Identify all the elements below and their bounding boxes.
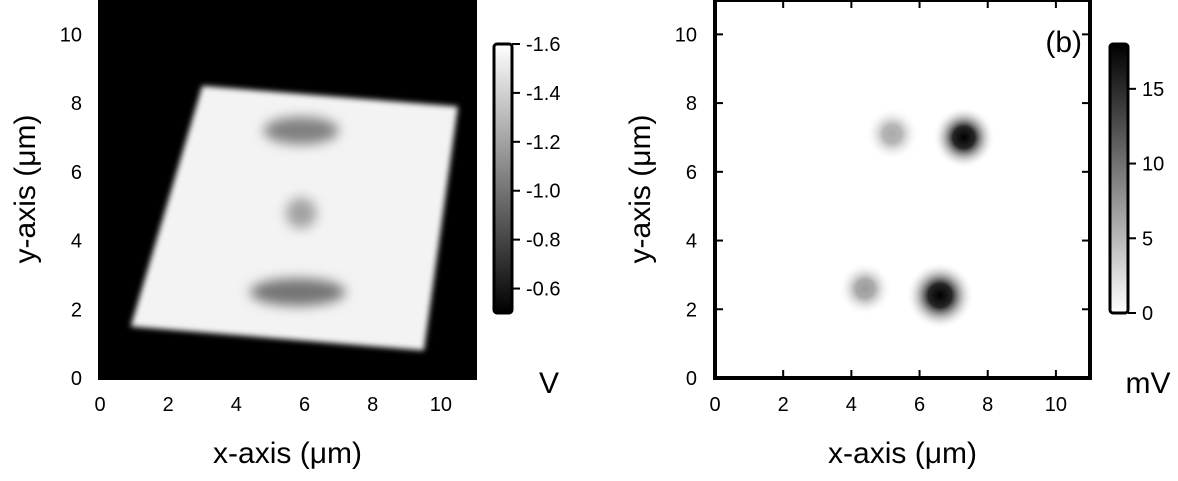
x-tick-label: 6 (914, 394, 925, 416)
y-tick-label: 2 (686, 299, 697, 321)
x-tick-label: 10 (1045, 394, 1067, 416)
y-tick-label: 0 (686, 368, 697, 390)
colorbar-tick-label: -1.0 (526, 181, 560, 203)
colorbar-tick-label: 15 (1142, 79, 1164, 101)
colorbar-tick-label: 10 (1142, 154, 1164, 176)
colorbar-tick-label: 0 (1142, 303, 1153, 325)
y-tick-label: 8 (686, 93, 697, 115)
heatmap-spot-3 (838, 262, 892, 316)
colorbar-tick-label: -1.4 (526, 83, 560, 105)
heatmap-spot-2 (932, 106, 995, 169)
colorbar-tick-label: -0.6 (526, 279, 560, 301)
x-tick-label: 2 (778, 394, 789, 416)
y-tick-label: 2 (71, 299, 82, 321)
x-tick-label: 4 (231, 394, 242, 416)
plot-frame (713, 0, 1092, 380)
x-axis-ticks: 0 2 4 6 8 10 (709, 0, 1067, 416)
y-tick-label: 6 (71, 162, 82, 184)
x-tick-label: 10 (430, 394, 452, 416)
y-tick-label: 10 (60, 24, 82, 46)
x-tick-label: 8 (982, 394, 993, 416)
colorbar-tick-label: -1.2 (526, 132, 560, 154)
heatmap-spot-4 (906, 261, 974, 330)
x-tick-label: 6 (299, 394, 310, 416)
y-tick-label: 4 (686, 231, 697, 253)
panel-label: (b) (1045, 26, 1082, 59)
plot-frame (98, 0, 477, 380)
x-tick-label: 2 (163, 394, 174, 416)
x-axis-title: x-axis (μm) (828, 437, 977, 470)
colorbar: -0.6 -0.8 -1.0 -1.2 -1.4 -1.6 V (492, 34, 560, 400)
colorbar-tick-label: -1.6 (526, 34, 560, 56)
y-axis-title: y-axis (μm) (9, 115, 42, 264)
heatmap-area (715, 0, 1090, 378)
heatmap-feature-1 (263, 116, 339, 145)
x-axis-ticks: 0 2 4 6 8 10 (94, 0, 452, 416)
y-tick-label: 0 (71, 368, 82, 390)
panel-label: (a) (430, 26, 467, 59)
heatmap-spot-1 (865, 107, 919, 161)
colorbar-unit: V (539, 367, 559, 400)
heatmap-area (100, 0, 475, 378)
x-tick-label: 0 (94, 394, 105, 416)
colorbar-unit: mV (1126, 367, 1171, 400)
x-tick-label: 4 (846, 394, 857, 416)
heatmap-feature-2 (250, 278, 346, 306)
colorbar-gradient (1108, 42, 1130, 315)
y-axis-ticks: 0 2 4 6 8 10 (675, 24, 1090, 390)
x-tick-label: 0 (709, 394, 720, 416)
colorbar-tick-label: 5 (1142, 228, 1153, 250)
y-tick-label: 6 (686, 162, 697, 184)
heatmap-background (715, 0, 1090, 378)
colorbar: 0 5 10 15 mV (1108, 42, 1171, 400)
x-axis-title: x-axis (μm) (213, 437, 362, 470)
y-tick-label: 4 (71, 231, 82, 253)
heatmap-feature-3 (285, 197, 317, 229)
colorbar-gradient (492, 42, 514, 315)
y-tick-label: 8 (71, 93, 82, 115)
x-tick-label: 8 (367, 394, 378, 416)
y-axis-ticks: 0 2 4 6 8 10 (60, 24, 475, 390)
y-axis-title: y-axis (μm) (624, 115, 657, 264)
colorbar-tick-label: -0.8 (526, 230, 560, 252)
y-tick-label: 10 (675, 24, 697, 46)
